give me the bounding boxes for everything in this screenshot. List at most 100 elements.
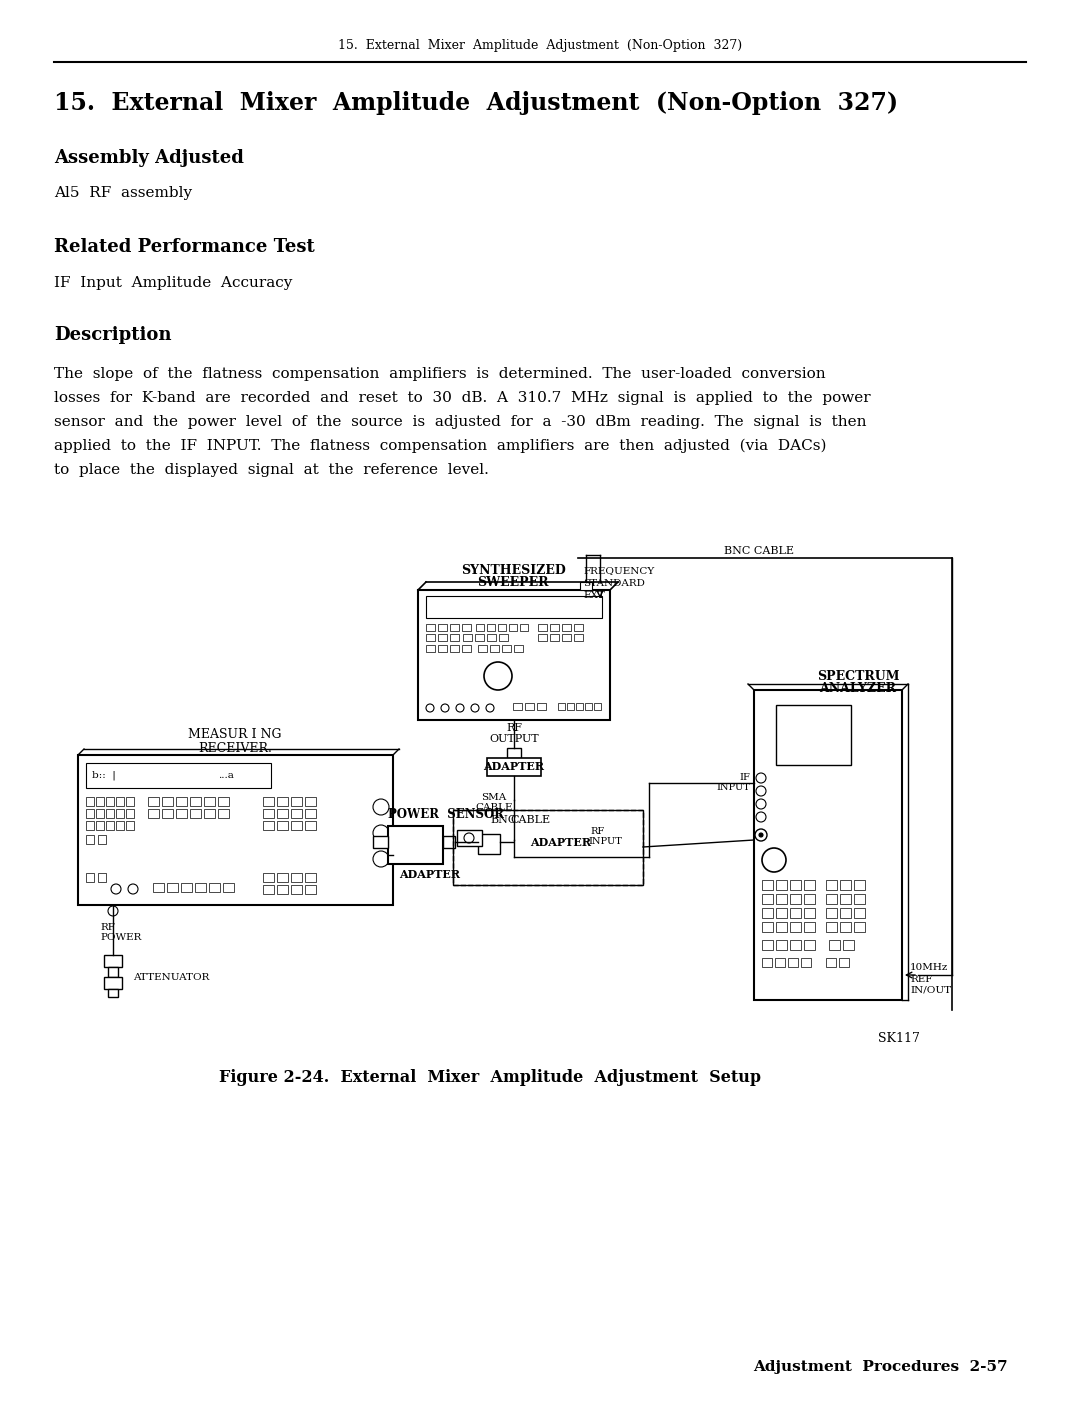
Bar xyxy=(218,797,229,805)
Circle shape xyxy=(762,847,786,873)
Circle shape xyxy=(756,786,766,796)
Text: b::  |: b:: | xyxy=(92,770,116,780)
Circle shape xyxy=(129,884,138,894)
Bar xyxy=(106,797,114,805)
Circle shape xyxy=(756,798,766,810)
Bar xyxy=(762,894,773,904)
Text: Figure 2-24.  External  Mixer  Amplitude  Adjustment  Setup: Figure 2-24. External Mixer Amplitude Ad… xyxy=(219,1069,761,1086)
Bar xyxy=(116,797,124,805)
Bar xyxy=(218,810,229,818)
Bar xyxy=(854,880,865,890)
Bar xyxy=(777,704,851,765)
Bar xyxy=(291,885,302,894)
Bar xyxy=(190,797,201,805)
Bar xyxy=(108,967,118,976)
Bar xyxy=(162,797,173,805)
Bar xyxy=(96,821,104,831)
Bar xyxy=(305,810,316,818)
Bar xyxy=(487,758,541,776)
Bar xyxy=(550,634,559,641)
Bar xyxy=(789,940,801,950)
Bar xyxy=(116,810,124,818)
Bar xyxy=(840,922,851,932)
Bar xyxy=(762,880,773,890)
Text: losses  for  K-band  are  recorded  and  reset  to  30  dB.  A  310.7  MHz  sign: losses for K-band are recorded and reset… xyxy=(54,391,870,405)
Bar xyxy=(153,882,164,892)
Bar xyxy=(777,908,787,918)
Bar xyxy=(519,624,528,631)
Bar xyxy=(86,873,94,882)
Text: ADAPTER: ADAPTER xyxy=(484,762,544,773)
Bar xyxy=(126,797,134,805)
Bar xyxy=(804,922,815,932)
Bar xyxy=(462,645,471,652)
Bar xyxy=(777,922,787,932)
Bar xyxy=(86,810,94,818)
Bar xyxy=(291,797,302,805)
Bar xyxy=(98,873,106,882)
Bar xyxy=(104,955,122,967)
Bar xyxy=(264,797,274,805)
Text: REF: REF xyxy=(910,975,932,984)
Circle shape xyxy=(441,704,449,711)
Bar xyxy=(525,703,534,710)
Circle shape xyxy=(484,662,512,690)
Text: Description: Description xyxy=(54,325,172,344)
Bar xyxy=(86,797,94,805)
Bar xyxy=(804,940,815,950)
Bar xyxy=(204,810,215,818)
Bar xyxy=(86,763,271,788)
Circle shape xyxy=(456,704,464,711)
Bar xyxy=(804,880,815,890)
Text: 10MHz: 10MHz xyxy=(910,964,948,972)
Bar xyxy=(438,624,447,631)
Bar xyxy=(789,922,801,932)
Text: STANDARD: STANDARD xyxy=(583,578,645,588)
Bar xyxy=(167,882,178,892)
Text: IF  Input  Amplitude  Accuracy: IF Input Amplitude Accuracy xyxy=(54,276,293,290)
Bar xyxy=(475,634,484,641)
Bar xyxy=(576,703,583,710)
Bar xyxy=(450,634,459,641)
Circle shape xyxy=(486,704,494,711)
Bar xyxy=(126,810,134,818)
Text: SWEEPER: SWEEPER xyxy=(477,577,549,589)
Bar xyxy=(388,826,443,864)
Bar xyxy=(291,821,302,831)
Bar xyxy=(754,690,902,1000)
Bar xyxy=(276,821,288,831)
Bar xyxy=(762,958,772,967)
Circle shape xyxy=(759,833,762,838)
Text: ATTENUATOR: ATTENUATOR xyxy=(133,972,210,982)
Bar xyxy=(826,894,837,904)
Text: ...a: ...a xyxy=(218,770,234,780)
Bar xyxy=(538,634,546,641)
Bar xyxy=(190,810,201,818)
Bar xyxy=(498,624,507,631)
Bar xyxy=(567,703,573,710)
Text: SPECTRUM: SPECTRUM xyxy=(816,669,900,682)
Text: MEASUR I NG: MEASUR I NG xyxy=(188,728,282,742)
Bar xyxy=(276,885,288,894)
Bar xyxy=(453,810,643,885)
Bar xyxy=(276,873,288,882)
Bar xyxy=(585,703,592,710)
Bar xyxy=(801,958,811,967)
Bar xyxy=(537,703,546,710)
Bar xyxy=(829,940,840,950)
Text: Adjustment  Procedures  2-57: Adjustment Procedures 2-57 xyxy=(753,1360,1008,1374)
Bar xyxy=(305,797,316,805)
Bar xyxy=(550,624,559,631)
Circle shape xyxy=(755,829,767,840)
Text: IN/OUT: IN/OUT xyxy=(910,985,951,995)
Text: Al5  RF  assembly: Al5 RF assembly xyxy=(54,187,192,201)
Bar xyxy=(305,873,316,882)
Bar xyxy=(463,634,472,641)
Bar xyxy=(438,634,447,641)
Bar xyxy=(777,940,787,950)
Bar xyxy=(106,821,114,831)
Bar xyxy=(426,645,435,652)
Bar xyxy=(176,797,187,805)
Circle shape xyxy=(373,852,389,867)
Bar xyxy=(126,821,134,831)
